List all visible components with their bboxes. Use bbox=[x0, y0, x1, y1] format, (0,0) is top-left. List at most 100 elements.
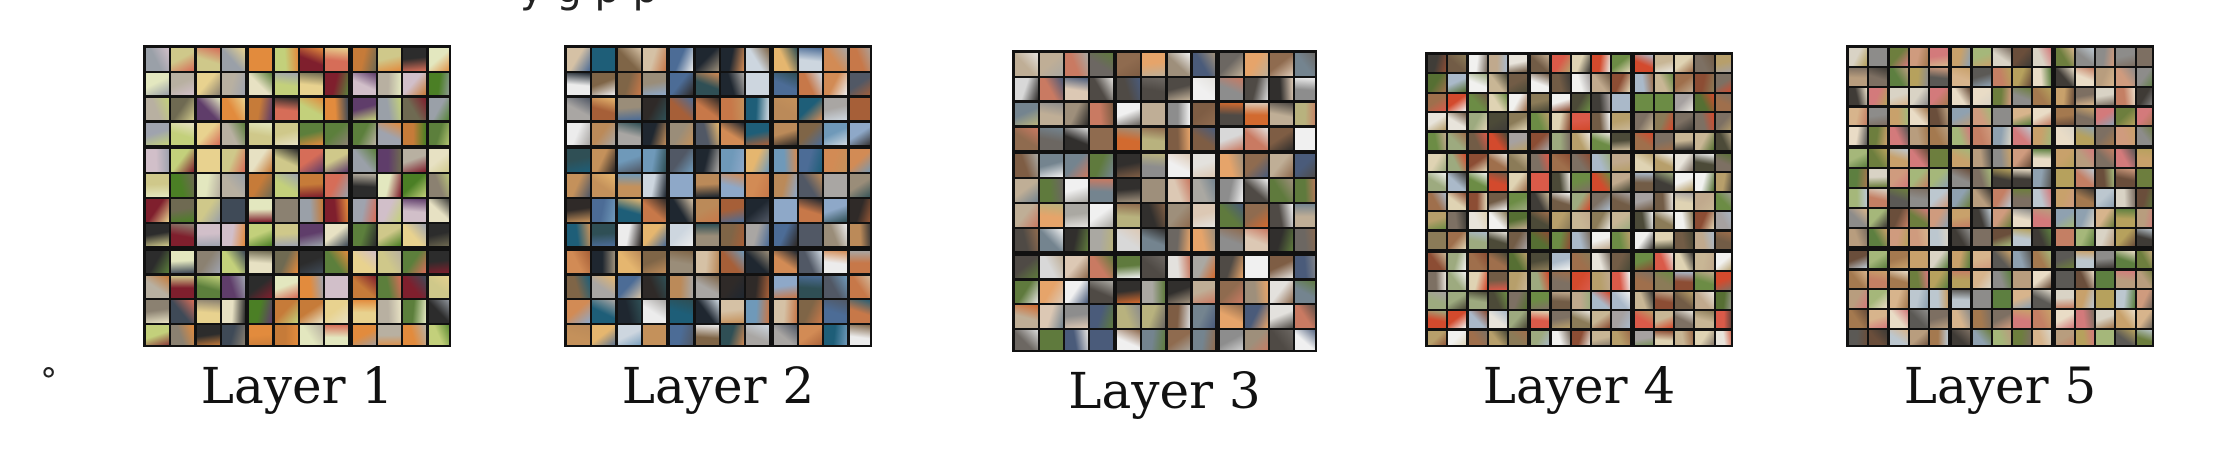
feature-patch bbox=[1992, 330, 2011, 345]
feature-patch bbox=[1849, 169, 1868, 187]
feature-patch bbox=[721, 223, 745, 247]
feature-patch bbox=[1551, 212, 1570, 230]
feature-patch bbox=[196, 149, 220, 172]
feature-patch bbox=[1040, 305, 1063, 328]
feature-patch bbox=[1117, 228, 1141, 252]
feature-patch bbox=[1065, 280, 1089, 304]
feature-patch bbox=[695, 174, 719, 197]
feature-patch bbox=[1889, 330, 1908, 345]
feature-patch bbox=[1675, 231, 1694, 249]
feature-patch bbox=[403, 325, 427, 345]
feature-patch bbox=[643, 223, 667, 247]
feature-patch bbox=[249, 325, 273, 345]
feature-patch bbox=[824, 325, 848, 345]
feature-patch bbox=[1244, 127, 1268, 151]
feature-patch bbox=[171, 250, 195, 274]
feature-patch bbox=[352, 97, 376, 121]
feature-patch bbox=[799, 250, 823, 274]
feature-patch bbox=[1952, 67, 1971, 86]
feature-patch bbox=[2075, 127, 2094, 146]
feature-patch bbox=[670, 97, 694, 121]
feature-patch bbox=[2013, 208, 2032, 227]
feature-patch bbox=[1695, 55, 1714, 73]
feature-patch bbox=[1715, 291, 1731, 309]
feature-patch bbox=[1571, 192, 1590, 210]
feature-patch bbox=[1294, 154, 1315, 177]
feature-patch bbox=[1972, 270, 1991, 289]
feature-patch bbox=[2033, 169, 2052, 187]
feature-patch bbox=[146, 325, 170, 345]
feature-patch bbox=[1571, 154, 1590, 172]
feature-patch bbox=[849, 122, 870, 146]
feature-patch bbox=[1244, 154, 1268, 177]
feature-patch bbox=[1592, 93, 1611, 111]
feature-patch bbox=[2096, 169, 2115, 187]
feature-patch bbox=[695, 97, 719, 121]
feature-patch bbox=[670, 48, 694, 71]
feature-patch bbox=[2136, 149, 2152, 167]
feature-patch bbox=[2013, 48, 2032, 66]
feature-patch bbox=[1167, 330, 1191, 350]
feature-patch bbox=[1952, 290, 1971, 309]
feature-patch bbox=[1219, 305, 1243, 328]
feature-patch bbox=[1509, 212, 1528, 230]
feature-patch bbox=[1015, 255, 1038, 279]
feature-patch bbox=[1488, 212, 1507, 230]
feature-patch bbox=[1869, 290, 1888, 309]
feature-patch bbox=[1269, 305, 1293, 328]
feature-patch bbox=[2136, 169, 2152, 187]
feature-patch bbox=[1244, 53, 1268, 76]
feature-patch bbox=[1065, 179, 1089, 202]
feature-patch bbox=[617, 72, 641, 96]
feature-patch bbox=[849, 97, 870, 121]
feature-patch bbox=[592, 122, 616, 146]
feature-patch bbox=[1675, 154, 1694, 172]
feature-patch bbox=[2096, 149, 2115, 167]
feature-patch bbox=[1612, 212, 1631, 230]
feature-patch bbox=[1428, 272, 1447, 290]
feature-patch bbox=[1428, 55, 1447, 73]
feature-patch bbox=[196, 122, 220, 146]
feature-patch bbox=[352, 72, 376, 96]
feature-patch bbox=[1294, 255, 1315, 279]
feature-patch bbox=[1551, 93, 1570, 111]
feature-patch bbox=[1849, 208, 1868, 227]
feature-patch bbox=[1219, 255, 1243, 279]
feature-patch bbox=[1428, 330, 1447, 345]
feature-patch bbox=[274, 72, 298, 96]
feature-patch bbox=[1592, 253, 1611, 271]
feature-patch bbox=[1488, 93, 1507, 111]
feature-patch bbox=[428, 223, 449, 247]
feature-patch bbox=[1909, 48, 1928, 66]
feature-patch bbox=[1219, 127, 1243, 151]
feature-patch bbox=[274, 48, 298, 71]
feature-patch bbox=[849, 275, 870, 299]
feature-patch bbox=[274, 325, 298, 345]
feature-patch bbox=[746, 325, 770, 345]
feature-patch bbox=[643, 72, 667, 96]
feature-patch bbox=[249, 97, 273, 121]
feature-patch bbox=[2075, 48, 2094, 66]
feature-patch bbox=[721, 300, 745, 323]
feature-patch bbox=[403, 48, 427, 71]
feature-patch bbox=[1531, 272, 1550, 290]
feature-patch bbox=[1294, 228, 1315, 252]
feature-patch bbox=[617, 223, 641, 247]
feature-patch bbox=[2075, 107, 2094, 126]
feature-patch bbox=[773, 72, 797, 96]
feature-patch bbox=[1571, 113, 1590, 131]
feature-patch bbox=[1468, 272, 1487, 290]
feature-patch bbox=[1571, 55, 1590, 73]
feature-patch bbox=[403, 223, 427, 247]
feature-patch bbox=[2013, 149, 2032, 167]
feature-patch bbox=[1531, 212, 1550, 230]
feature-patch bbox=[1849, 48, 1868, 66]
feature-patch bbox=[1167, 228, 1191, 252]
feature-patch bbox=[1040, 77, 1063, 101]
feature-patch bbox=[352, 223, 376, 247]
feature-patch bbox=[1244, 77, 1268, 101]
feature-patch bbox=[325, 199, 349, 222]
feature-patch bbox=[2096, 290, 2115, 309]
feature-patch bbox=[1571, 74, 1590, 92]
feature-patch bbox=[1612, 192, 1631, 210]
